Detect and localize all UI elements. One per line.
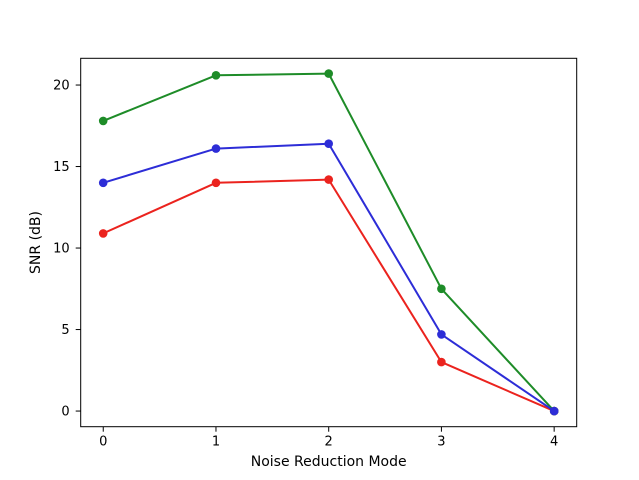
data-point-marker-green — [437, 284, 446, 294]
data-point-marker-blue — [98, 178, 108, 188]
y-tick-label: 20 — [53, 79, 70, 94]
y-tick-label: 5 — [61, 323, 69, 338]
y-tick-label: 10 — [53, 242, 70, 257]
x-tick-label: 0 — [99, 435, 107, 450]
plot-area — [80, 58, 577, 427]
data-point-marker-red — [211, 178, 221, 188]
x-tick-label: 2 — [325, 435, 333, 450]
y-tick-label: 0 — [61, 405, 69, 420]
x-axis-label: Noise Reduction Mode — [251, 454, 407, 470]
ticks-layer: 0 1 2 3 4 0 5 10 15 20 — [53, 79, 558, 450]
data-point-marker-blue — [549, 406, 559, 416]
x-tick-label: 1 — [212, 435, 220, 450]
data-point-marker-green — [98, 116, 108, 126]
data-point-marker-red — [324, 175, 334, 184]
data-point-marker-green — [211, 71, 221, 80]
data-point-marker-green — [324, 69, 334, 78]
y-axis-label: SNR (dB) — [28, 211, 44, 274]
data-point-marker-blue — [324, 139, 334, 148]
series-layer — [98, 69, 559, 416]
data-point-marker-red — [98, 229, 108, 238]
data-point-marker-blue — [211, 144, 221, 153]
data-point-marker-blue — [437, 330, 446, 339]
x-tick-label: 4 — [550, 435, 558, 450]
x-tick-label: 3 — [437, 435, 445, 450]
plot-border — [80, 57, 578, 428]
data-point-marker-red — [437, 357, 446, 367]
y-tick-label: 15 — [53, 160, 70, 175]
